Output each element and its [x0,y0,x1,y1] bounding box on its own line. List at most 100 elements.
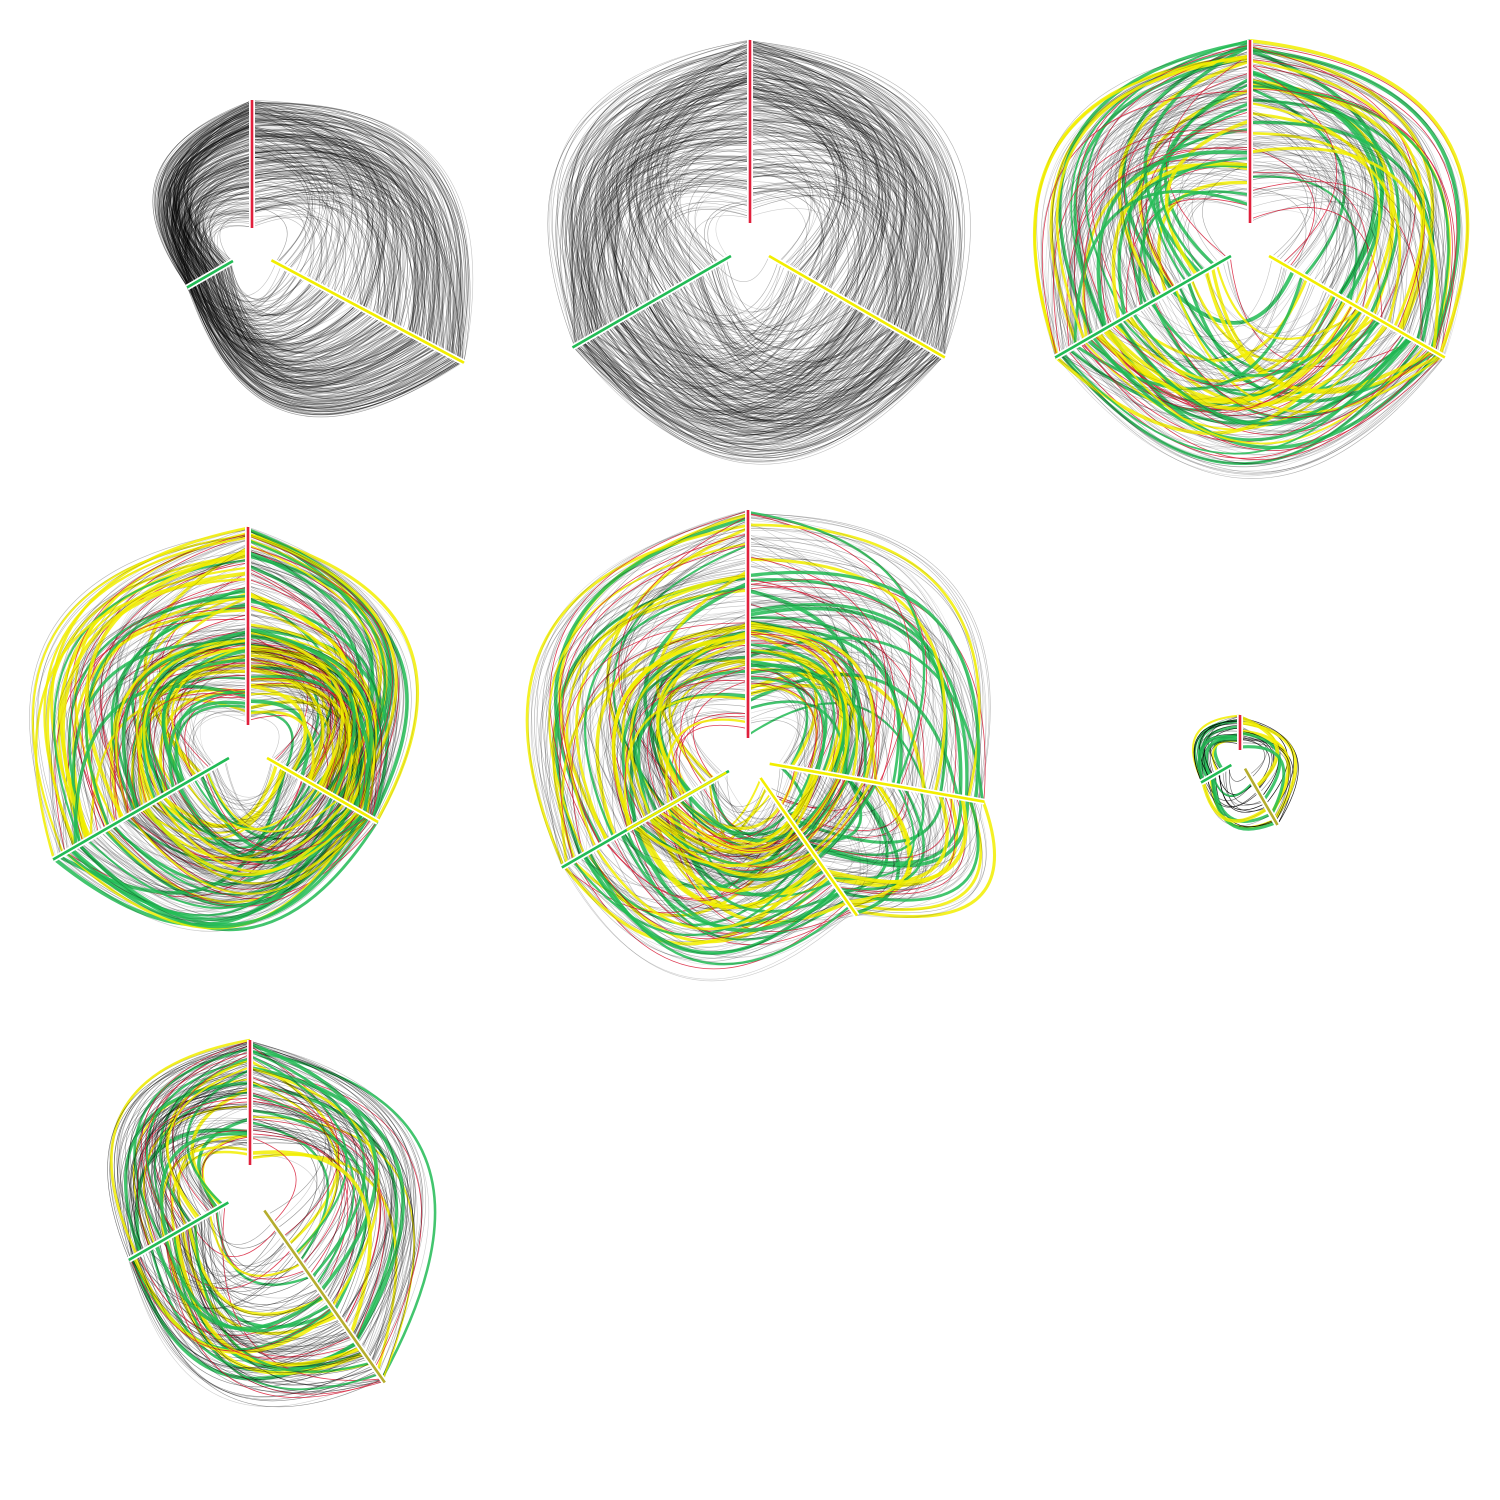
edge [187,123,253,266]
edge [164,1070,251,1224]
edge [609,839,813,912]
edge [655,59,751,269]
edge [707,269,849,336]
edge [747,659,828,773]
edge [634,781,874,888]
edge [749,88,916,328]
edge [575,47,751,327]
edge [1157,298,1426,412]
edge [202,176,253,267]
edge [787,794,945,844]
edge [251,133,427,339]
edge [167,129,253,283]
edge [1143,143,1251,298]
edge [251,102,452,350]
edge [251,155,464,362]
edge [749,166,893,325]
edge [201,169,253,266]
edge [101,624,249,823]
edge [251,136,460,359]
edge [1249,115,1323,266]
edge [150,1104,251,1241]
edge [1139,300,1347,374]
edge [216,270,413,373]
edge [158,1141,251,1242]
edge [179,153,253,280]
edge [171,125,253,279]
inner-axis-3 [126,758,227,818]
edge [162,125,253,286]
edge [572,131,751,343]
edge [575,328,895,440]
edge [167,111,253,279]
edge [704,271,834,328]
edge [747,603,841,772]
edge [582,307,859,416]
edge [197,281,446,403]
edge [192,284,437,400]
edge [251,144,309,264]
axis-layer [1199,715,1281,827]
edge [251,124,468,362]
edge [583,584,749,839]
edge [206,276,346,337]
edge [251,157,464,362]
edge [195,282,345,343]
edge [133,1047,251,1242]
edge [251,153,419,336]
edge [251,173,414,335]
edge [182,1064,251,1209]
edge [715,264,927,382]
edge [637,669,749,817]
edge [1239,717,1295,815]
edge [188,286,407,384]
edge [596,115,751,325]
edge [1069,123,1251,343]
edge [251,186,399,328]
edge [634,80,751,291]
edge [628,77,751,295]
edge [1249,164,1380,317]
edge [575,58,751,329]
edge [668,775,840,853]
edge [251,112,463,358]
edge [581,307,859,416]
edge [199,1219,366,1364]
edge [197,281,374,359]
edge [600,54,751,310]
edge [749,40,925,325]
edge [247,659,346,796]
edge [634,140,751,303]
edge [638,308,897,404]
edge [749,95,942,347]
edge [247,709,360,812]
edge [617,609,749,820]
edge [144,1051,251,1234]
edge [177,1148,251,1230]
edge [584,289,829,397]
edge [624,622,749,818]
edge [749,73,920,328]
edge [212,272,365,345]
axis-2 [1243,768,1279,826]
edge [674,153,751,278]
edge [701,272,935,394]
edge [156,798,360,873]
edge [163,110,253,281]
edge [176,157,253,283]
edge [584,137,751,336]
edge [829,778,881,877]
edge [695,178,751,268]
edge [251,150,392,320]
edge [615,61,751,300]
edge [749,93,955,355]
edge [604,328,941,451]
edge [1199,718,1241,778]
edge [251,119,386,312]
edge [247,681,349,802]
edge [207,275,461,407]
edge [1249,186,1307,271]
edge [178,131,253,275]
edge [129,1042,251,1243]
inner-axis-2 [772,763,877,784]
